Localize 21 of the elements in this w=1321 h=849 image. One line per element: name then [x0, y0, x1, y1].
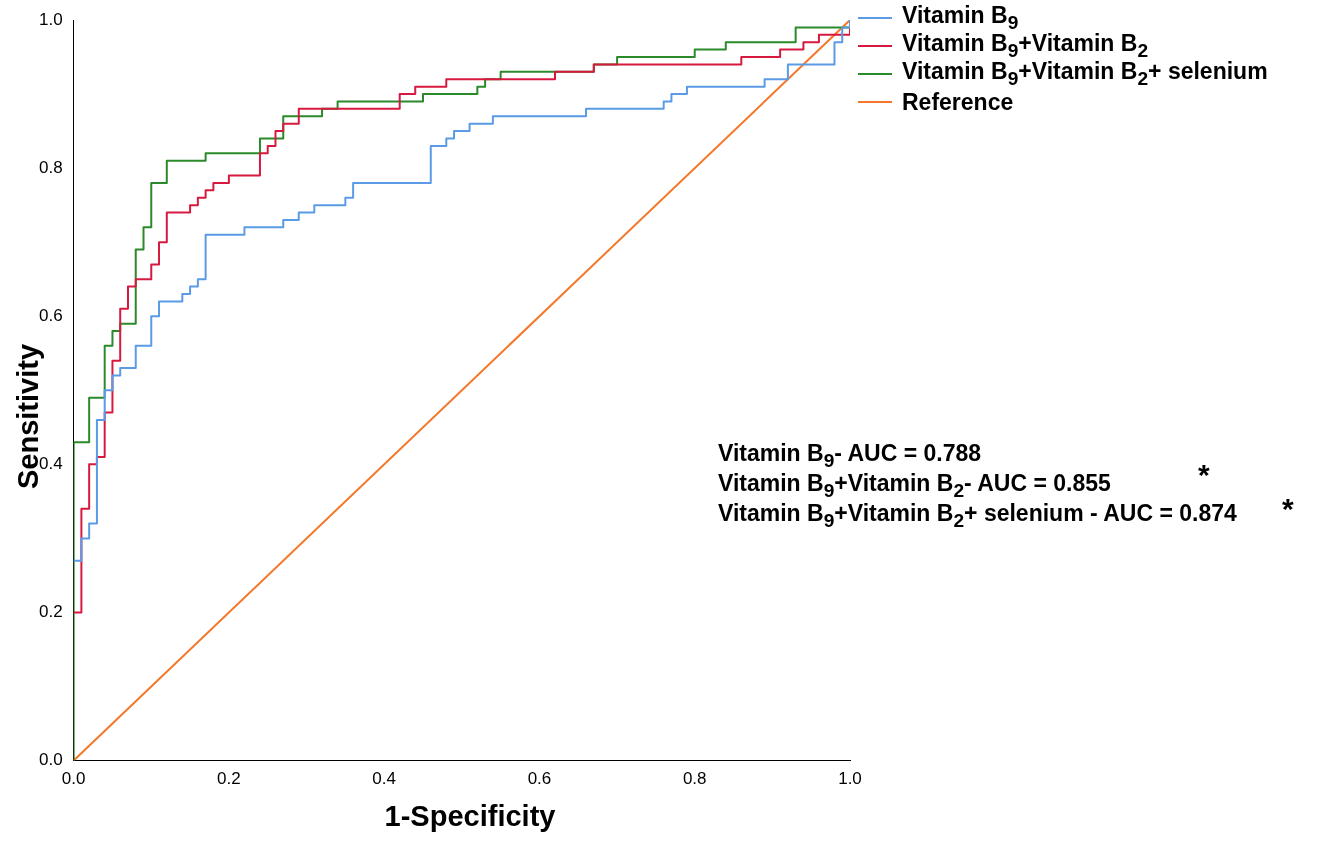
annotation: Vitamin B$_{9}$+Vitamin B$_{2}$+ selenium - AUC = 0.874 — [718, 500, 1237, 531]
x-axis-title: 1-Specificity — [383, 800, 557, 833]
y-tick-label: 0.2 — [38, 602, 63, 622]
text: * — [1282, 492, 1294, 526]
x-tick-label: 1.0 — [838, 769, 862, 789]
text: * — [1198, 458, 1210, 492]
legend-label: Reference — [902, 88, 1014, 116]
x-tick-label: 0.0 — [61, 769, 86, 789]
x-tick-label: 0.6 — [527, 769, 552, 789]
x-tick-label: 0.2 — [217, 769, 241, 789]
legend-label: Vitamin B$_{9}$+Vitamin B$_{2}$ — [902, 30, 1149, 61]
y-tick-label: 1.0 — [38, 9, 63, 29]
legend-label: Vitamin B$_{9}$+Vitamin B$_{2}$+ selenium — [902, 58, 1268, 90]
annotation: Vitamin B$_{9}$- AUC = 0.788 — [718, 440, 982, 471]
legend-label: Vitamin B$_{9}$ — [902, 2, 1019, 33]
x-tick-label: 0.4 — [372, 769, 396, 789]
y-tick-label: 0.6 — [38, 305, 63, 325]
y-tick-label: 0.8 — [38, 157, 63, 177]
x-tick-label: 0.8 — [682, 769, 707, 789]
y-tick-label: 0.0 — [38, 750, 63, 770]
annotation: Vitamin B$_{9}$+Vitamin B$_{2}$- AUC = 0.855 — [718, 470, 1111, 501]
